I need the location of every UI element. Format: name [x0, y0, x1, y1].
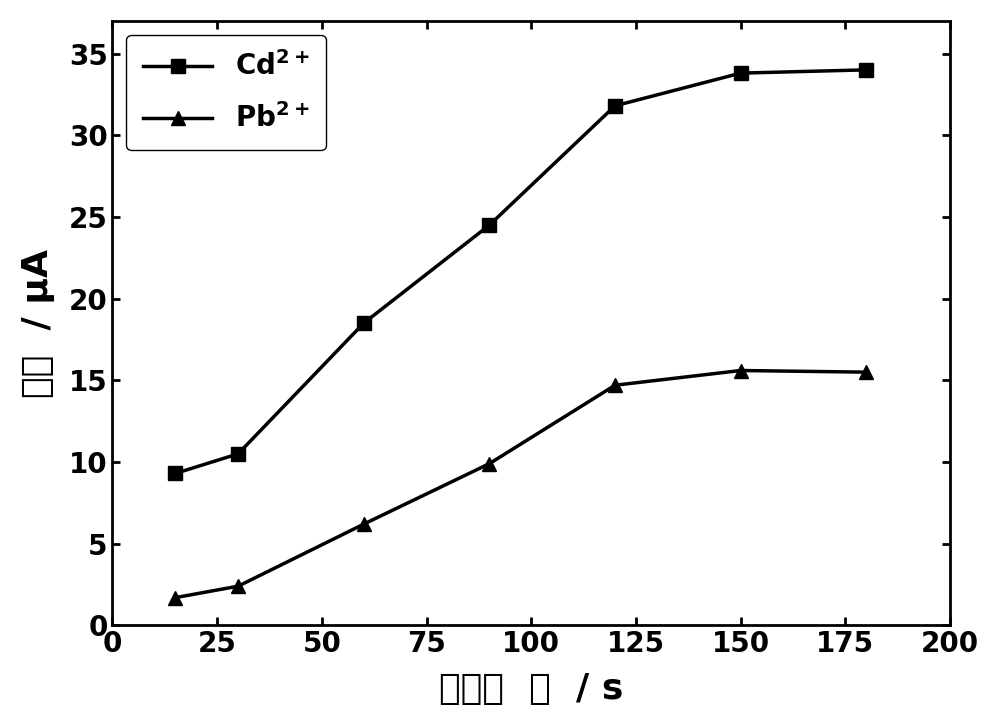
Pb$^{2+}$	[358, 520, 370, 529]
Pb$^{2+}$	[735, 366, 747, 375]
Pb$^{2+}$	[609, 381, 621, 390]
Line: Pb$^{2+}$: Pb$^{2+}$	[168, 364, 873, 605]
Cd$^{2+}$	[735, 69, 747, 78]
Pb$^{2+}$	[169, 593, 181, 602]
Pb$^{2+}$	[483, 459, 495, 468]
Legend: Cd$^{2+}$, Pb$^{2+}$: Cd$^{2+}$, Pb$^{2+}$	[126, 35, 326, 150]
Cd$^{2+}$	[169, 469, 181, 478]
Cd$^{2+}$	[232, 449, 244, 458]
Cd$^{2+}$	[483, 221, 495, 230]
Cd$^{2+}$	[860, 65, 872, 74]
Y-axis label: 电流  / μA: 电流 / μA	[21, 249, 55, 398]
Cd$^{2+}$	[358, 318, 370, 327]
X-axis label: 沉积时  间  / s: 沉积时 间 / s	[439, 672, 623, 706]
Pb$^{2+}$	[232, 582, 244, 590]
Line: Cd$^{2+}$: Cd$^{2+}$	[168, 63, 873, 481]
Cd$^{2+}$	[609, 102, 621, 111]
Pb$^{2+}$	[860, 368, 872, 377]
